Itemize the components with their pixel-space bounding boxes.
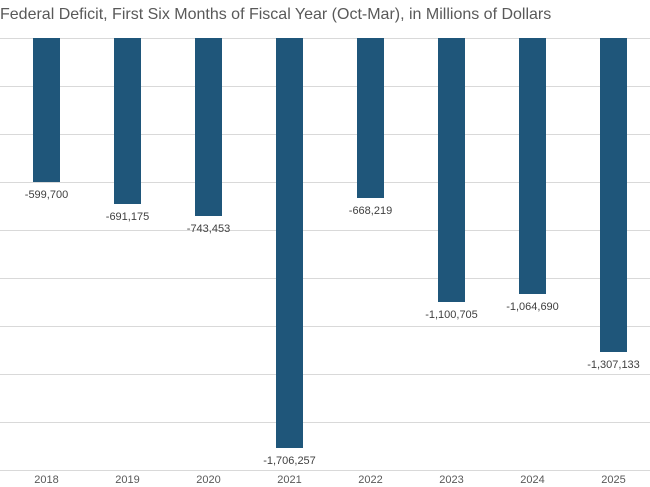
- gridline: [0, 326, 650, 327]
- gridline: [0, 134, 650, 135]
- value-label-2023: -1,100,705: [425, 309, 478, 322]
- value-label-2018: -599,700: [24, 188, 69, 201]
- gridline: [0, 230, 650, 231]
- gridline: [0, 422, 650, 423]
- gridline: [0, 182, 650, 183]
- x-tick-2023: 2023: [439, 474, 464, 486]
- x-tick-2024: 2024: [520, 474, 545, 486]
- bar-2023: [438, 38, 465, 303]
- x-tick-2022: 2022: [358, 474, 383, 486]
- bar-2021: [276, 38, 303, 448]
- x-tick-2018: 2018: [34, 474, 59, 486]
- value-label-2019: -691,175: [105, 210, 150, 223]
- bar-2019: [114, 38, 141, 204]
- value-label-2024: -1,064,690: [506, 300, 559, 313]
- value-label-2020: -743,453: [186, 223, 231, 236]
- bar-2020: [195, 38, 222, 217]
- value-label-2025: -1,307,133: [587, 358, 640, 371]
- gridline: [0, 86, 650, 87]
- gridline: [0, 470, 650, 471]
- gridline: [0, 374, 650, 375]
- bar-2018: [33, 38, 60, 182]
- bar-2022: [357, 38, 384, 199]
- x-tick-2021: 2021: [277, 474, 302, 486]
- value-label-2021: -1,706,257: [263, 454, 316, 467]
- zero-baseline-gridline: [0, 38, 650, 39]
- x-tick-2019: 2019: [115, 474, 140, 486]
- value-label-2022: -668,219: [348, 205, 393, 218]
- bar-2025: [600, 38, 627, 352]
- gridline: [0, 278, 650, 279]
- x-tick-2020: 2020: [196, 474, 221, 486]
- bar-2024: [519, 38, 546, 294]
- chart-title: Federal Deficit, First Six Months of Fis…: [0, 6, 552, 23]
- x-tick-2025: 2025: [601, 474, 626, 486]
